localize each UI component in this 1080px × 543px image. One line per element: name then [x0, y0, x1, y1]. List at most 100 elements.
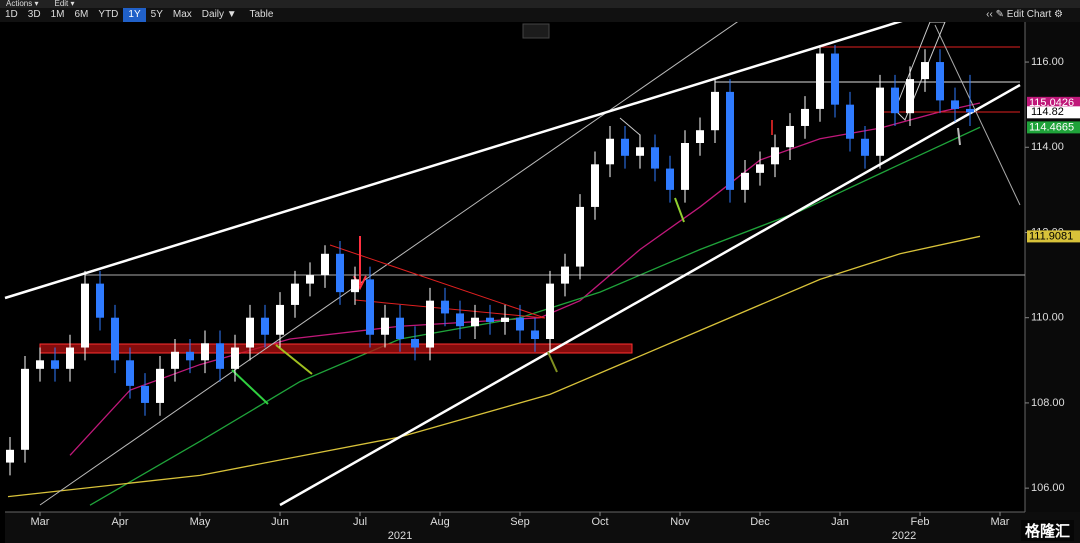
trend-line	[4, 22, 903, 300]
candle-body	[696, 130, 704, 144]
watermark: 格隆汇	[1020, 520, 1074, 541]
candle-body	[891, 87, 899, 114]
range-button[interactable]: 1M	[50, 9, 65, 20]
x-axis-area	[5, 512, 1080, 543]
menu-bar: Actions ▾ Edit ▾	[0, 0, 1080, 8]
year-label: 2021	[388, 530, 412, 542]
menu[interactable]: Edit ▾	[54, 0, 75, 8]
candle-body	[411, 339, 419, 348]
edit-chart-button[interactable]: ‹‹ ✎ Edit Chart ⚙	[986, 9, 1063, 20]
candle-body	[291, 283, 299, 305]
chart-type-button[interactable]	[522, 23, 550, 39]
range-button[interactable]: 1D	[5, 9, 18, 20]
range-button[interactable]: 3D	[27, 9, 41, 20]
candle-body	[216, 343, 224, 369]
candle-body	[351, 279, 359, 293]
x-tick-label: Oct	[591, 516, 608, 528]
candle-body	[66, 347, 74, 369]
candle-body	[546, 283, 554, 340]
value-box	[1027, 230, 1080, 243]
range-button[interactable]: 1Y	[123, 8, 146, 22]
candle-body	[531, 330, 539, 340]
table-button[interactable]: Table	[249, 9, 274, 20]
edit-label[interactable]: Edit Chart	[1006, 9, 1052, 20]
y-tick-label: 108.00	[1031, 397, 1065, 409]
candle-body	[51, 360, 59, 369]
arrow	[275, 344, 313, 375]
arrow	[547, 351, 558, 373]
candle-body	[36, 360, 44, 369]
candle-body	[621, 138, 629, 156]
candle-body	[951, 100, 959, 109]
candle-body	[711, 91, 719, 131]
range-button[interactable]: 5Y	[150, 9, 163, 20]
value-box	[1027, 121, 1080, 134]
channel	[894, 22, 946, 121]
x-tick-label: Dec	[750, 516, 770, 528]
candle-body	[831, 53, 839, 105]
value-label: 115.0426	[1029, 97, 1074, 109]
x-tick-label: Apr	[111, 516, 128, 528]
candle-body	[906, 79, 914, 114]
candle-body	[486, 317, 494, 322]
range-button[interactable]: YTD	[98, 9, 119, 20]
range-bar: 1D 3D 1M 6M YTD 1Y 5Y Max Daily ▼ Table ‹‹ ✎ Edi…	[0, 8, 1080, 22]
trend-line	[934, 24, 1021, 206]
x-tick-label: Aug	[430, 516, 450, 528]
candle-body	[426, 300, 434, 348]
arrow	[674, 197, 685, 223]
y-tick-label: 106.00	[1031, 482, 1065, 494]
candle-body	[171, 351, 179, 369]
candle-body	[666, 168, 674, 190]
candle-body	[816, 53, 824, 109]
last-price-box	[1027, 106, 1080, 119]
range-button[interactable]: 6M	[74, 9, 89, 20]
candle-body	[141, 385, 149, 403]
candle-body	[846, 104, 854, 139]
candle-body	[246, 317, 254, 348]
candle-body	[876, 87, 884, 156]
x-tick-label: Jun	[271, 516, 289, 528]
chart: 106.00108.00110.00112.00114.00116.00MarA…	[4, 22, 1080, 543]
candle-body	[396, 317, 404, 340]
period-button[interactable]: Daily ▼	[201, 9, 237, 20]
moving-average	[7, 235, 981, 498]
candle-body	[456, 313, 464, 327]
menu[interactable]: Actions ▾	[6, 0, 39, 8]
candle-body	[306, 275, 314, 284]
candle-body	[681, 143, 689, 190]
x-tick-label: Nov	[670, 516, 690, 528]
candle-body	[801, 108, 809, 126]
arrow	[231, 369, 269, 405]
candle-body	[111, 317, 119, 361]
axis-area	[1025, 22, 1080, 512]
candle-body	[276, 304, 284, 335]
candle-body	[6, 449, 14, 463]
arrow	[957, 127, 961, 146]
candles	[6, 45, 974, 476]
candle-body	[261, 317, 269, 335]
x-tick-label: Mar	[31, 516, 50, 528]
moving-average	[89, 126, 981, 506]
x-tick-label: Feb	[911, 516, 930, 528]
candle-body	[81, 283, 89, 348]
value-label: 114.4665	[1029, 121, 1074, 133]
candle-body	[321, 253, 329, 276]
candle-body	[756, 164, 764, 173]
candle-body	[126, 360, 134, 386]
candle-body	[741, 172, 749, 190]
candle-body	[231, 347, 239, 369]
candle-body	[336, 253, 344, 293]
plot-area	[5, 22, 1025, 512]
candle-body	[96, 283, 104, 318]
candle-body	[576, 206, 584, 267]
value-label: 111.9081	[1029, 230, 1073, 242]
drawings	[4, 22, 1025, 507]
candle-body	[921, 62, 929, 80]
candle-body	[606, 138, 614, 165]
candle-body	[441, 300, 449, 314]
x-tick-label: Jan	[831, 516, 849, 528]
range-button[interactable]: Max	[172, 9, 192, 20]
candle-body	[381, 317, 389, 335]
last-price-label: 114.82	[1031, 106, 1064, 118]
